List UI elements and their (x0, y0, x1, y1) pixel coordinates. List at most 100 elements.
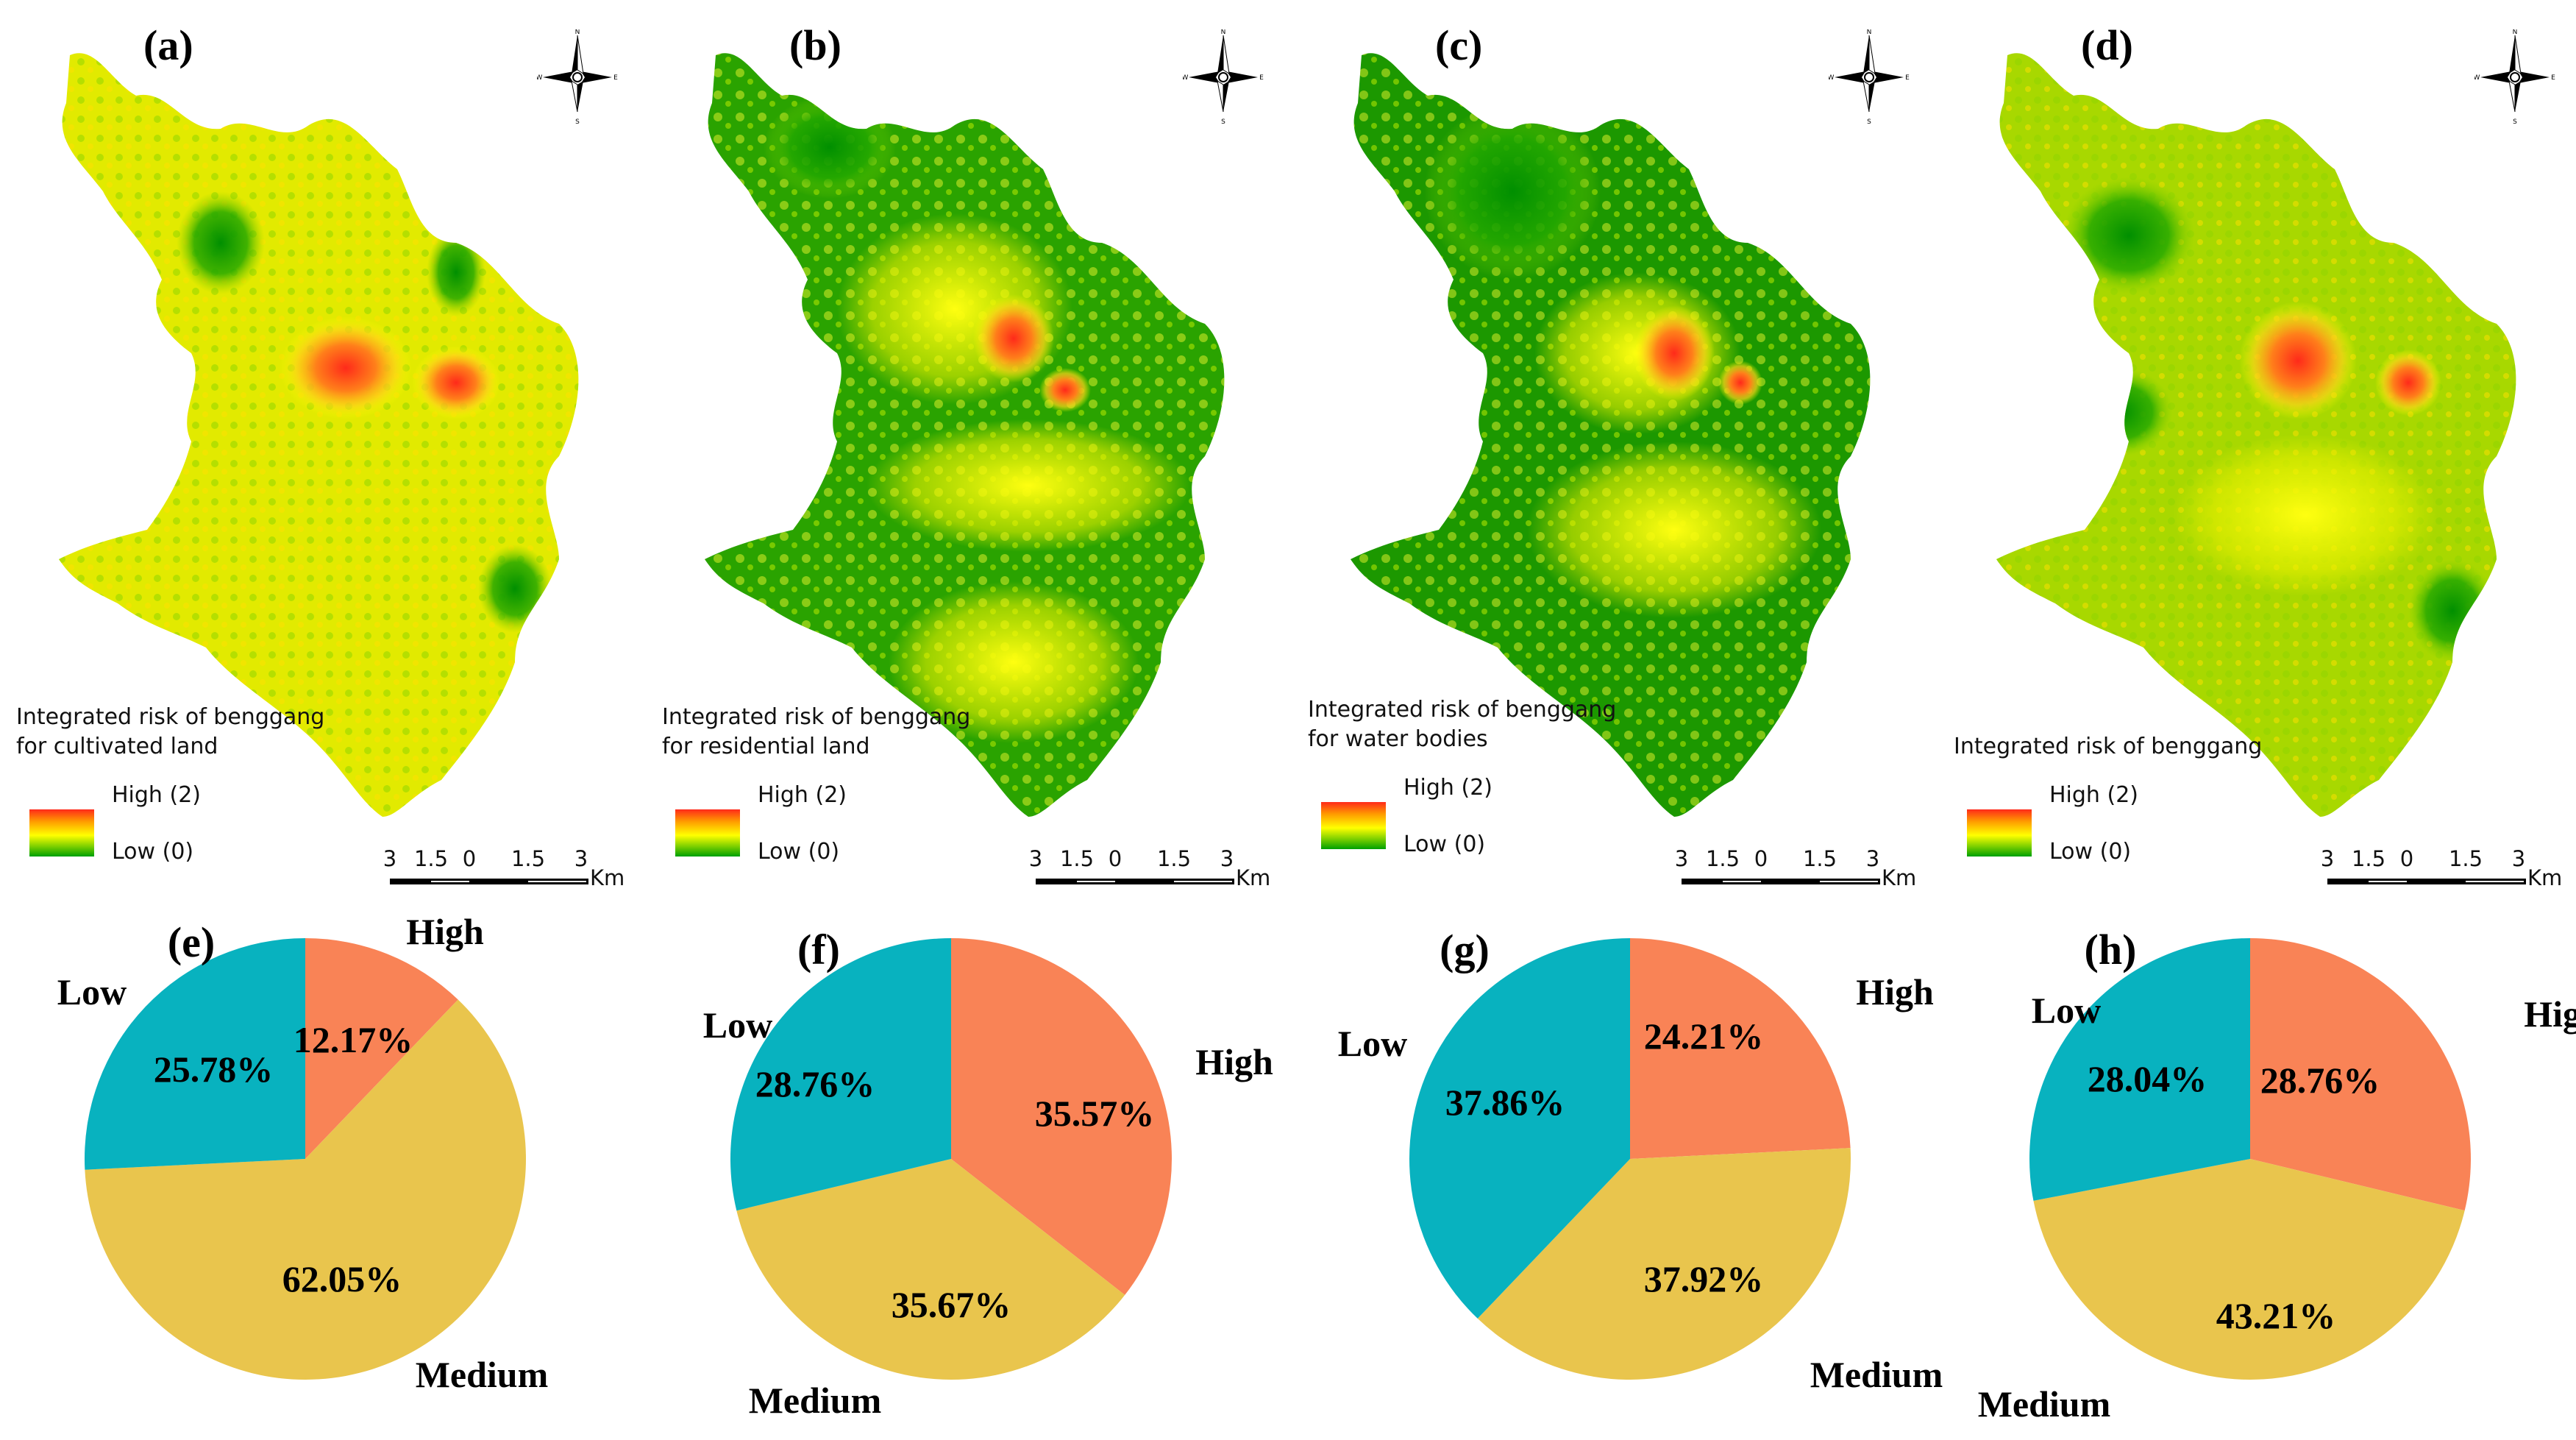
slice-percent-label: 62.05% (282, 1258, 402, 1299)
legend-low-label: Low (0) (758, 839, 840, 865)
slice-percent-label: 24.21% (1644, 1015, 1764, 1057)
pie-panel-e: (e) High 12.17% Medium 62.05% Low 25.78% (0, 909, 638, 1440)
pie-slice-high (1630, 938, 1851, 1159)
north-arrow-icon (1183, 29, 1264, 125)
pie-slice-medium (736, 1159, 1125, 1380)
legend-title: Integrated risk of benggang for resident… (662, 704, 971, 759)
scale-segment (1038, 881, 1077, 884)
panel-label: (e) (168, 918, 215, 966)
slice-percent-label: 43.21% (2216, 1295, 2336, 1336)
pie-slice-low (730, 938, 951, 1211)
panel-label: (h) (2085, 926, 2137, 973)
pie-chart: (f) High 35.57% Medium 35.67% Low 28.76% (703, 926, 1273, 1421)
scale-tick: 3 (1028, 846, 1043, 871)
legend-low-label: Low (0) (2049, 839, 2132, 865)
scale-tick: 1.5 (1802, 846, 1837, 871)
map-panel-d: (d) Integrated risk of benggang High (2)… (1938, 0, 2576, 909)
slice-name-label: Medium (749, 1380, 882, 1421)
scale-tick: 3 (574, 846, 588, 871)
slice-name-label: Medium (1978, 1383, 2111, 1425)
scale-segment (1684, 881, 1723, 884)
scale-segment (469, 881, 528, 884)
scale-segment (2330, 881, 2369, 884)
scale-bar: 3 1.5 0 1.5 3 Km (1006, 846, 1271, 905)
scale-tick: 3 (2320, 846, 2335, 871)
north-arrow-icon (2474, 29, 2555, 125)
legend-title: Integrated risk of benggang for water bo… (1308, 697, 1617, 752)
scale-bar: 3 1.5 0 1.5 3 Km (2298, 846, 2563, 905)
scale-tick: 3 (1674, 846, 1689, 871)
slice-percent-label: 35.67% (892, 1284, 1011, 1325)
scale-tick: 3 (2511, 846, 2526, 871)
scale-tick: 3 (383, 846, 397, 871)
scale-segment (2407, 881, 2466, 884)
pie-slice-low (1409, 938, 1630, 1319)
legend-title: Integrated risk of benggang (1954, 734, 2263, 759)
slice-percent-label: 12.17% (293, 1019, 413, 1060)
slice-percent-label: 28.76% (2260, 1060, 2380, 1101)
pie-panel-g: (g) High 24.21% Medium 37.92% Low 37.86% (1292, 909, 1943, 1440)
slice-name-label: Low (2032, 990, 2101, 1031)
scale-tick: 1.5 (510, 846, 546, 871)
pie-slice-high (951, 938, 1172, 1295)
legend-color-ramp (675, 809, 740, 856)
scale-unit: Km (1236, 865, 1271, 890)
legend-color-ramp (1967, 809, 2032, 856)
panel-label: (f) (797, 926, 840, 973)
pie-panel-h: (h) High 28.76% Medium 43.21% Low 28.04% (1938, 909, 2576, 1440)
slice-name-label: Low (1338, 1023, 1407, 1064)
pie-chart: (h) High 28.76% Medium 43.21% Low 28.04% (1978, 926, 2576, 1425)
panel-label: (a) (143, 21, 193, 69)
panel-label: (b) (789, 21, 842, 69)
scale-segment (392, 881, 431, 884)
slice-name-label: Medium (416, 1354, 549, 1395)
pie-slice-high (2250, 938, 2471, 1211)
pie-slice-medium (2033, 1159, 2465, 1380)
risk-map-integrated (1938, 0, 2576, 909)
pie-slice-medium (1477, 1148, 1851, 1380)
slice-percent-label: 28.04% (2088, 1058, 2207, 1099)
scale-tick: 3 (1865, 846, 1880, 871)
scale-bar: 3 1.5 0 1.5 3 Km (1652, 846, 1917, 905)
pie-panel-f: (f) High 35.57% Medium 35.67% Low 28.76% (646, 909, 1284, 1440)
scale-tick: 1.5 (2351, 846, 2386, 871)
legend-low-label: Low (0) (1403, 831, 1486, 857)
scale-tick: 3 (1220, 846, 1234, 871)
scale-tick: 1.5 (1156, 846, 1192, 871)
slice-percent-label: 37.92% (1644, 1258, 1764, 1299)
slice-percent-label: 28.76% (755, 1063, 875, 1104)
legend-high-label: High (2) (2049, 782, 2138, 808)
slice-percent-label: 35.57% (1035, 1093, 1155, 1134)
scale-tick: 0 (1108, 846, 1122, 871)
scale-tick: 1.5 (413, 846, 449, 871)
pie-chart: (g) High 24.21% Medium 37.92% Low 37.86% (1338, 926, 1943, 1395)
scale-segment (1761, 881, 1820, 884)
scale-bar: 3 1.5 0 1.5 3 Km (360, 846, 625, 905)
slice-name-label: High (406, 911, 484, 952)
scale-unit: Km (1882, 865, 1917, 890)
slice-percent-label: 37.86% (1445, 1082, 1565, 1123)
scale-tick: 0 (462, 846, 477, 871)
panel-label: (c) (1435, 21, 1483, 69)
legend-high-label: High (2) (758, 782, 847, 808)
scale-unit: Km (590, 865, 625, 890)
pie-slice-low (84, 938, 305, 1170)
legend-low-label: Low (0) (112, 839, 194, 865)
slice-name-label: Low (703, 1004, 772, 1046)
slice-name-label: High (1856, 971, 1934, 1012)
pie-slice-medium (85, 999, 526, 1380)
slice-name-label: High (2524, 993, 2576, 1035)
legend-color-ramp (1321, 802, 1386, 849)
scale-segment (1115, 881, 1174, 884)
slice-percent-label: 25.78% (154, 1049, 274, 1090)
slice-name-label: High (1195, 1041, 1273, 1082)
risk-map-water-bodies (1292, 0, 1930, 909)
panel-label: (d) (2081, 21, 2133, 69)
map-panel-c: (c) Integrated risk of benggang for wate… (1292, 0, 1930, 909)
legend-high-label: High (2) (1403, 775, 1492, 801)
panel-label: (g) (1440, 926, 1490, 973)
map-panel-b: (b) Integrated risk of benggang for resi… (646, 0, 1284, 909)
slice-name-label: Medium (1810, 1354, 1943, 1395)
legend-color-ramp (29, 809, 94, 856)
